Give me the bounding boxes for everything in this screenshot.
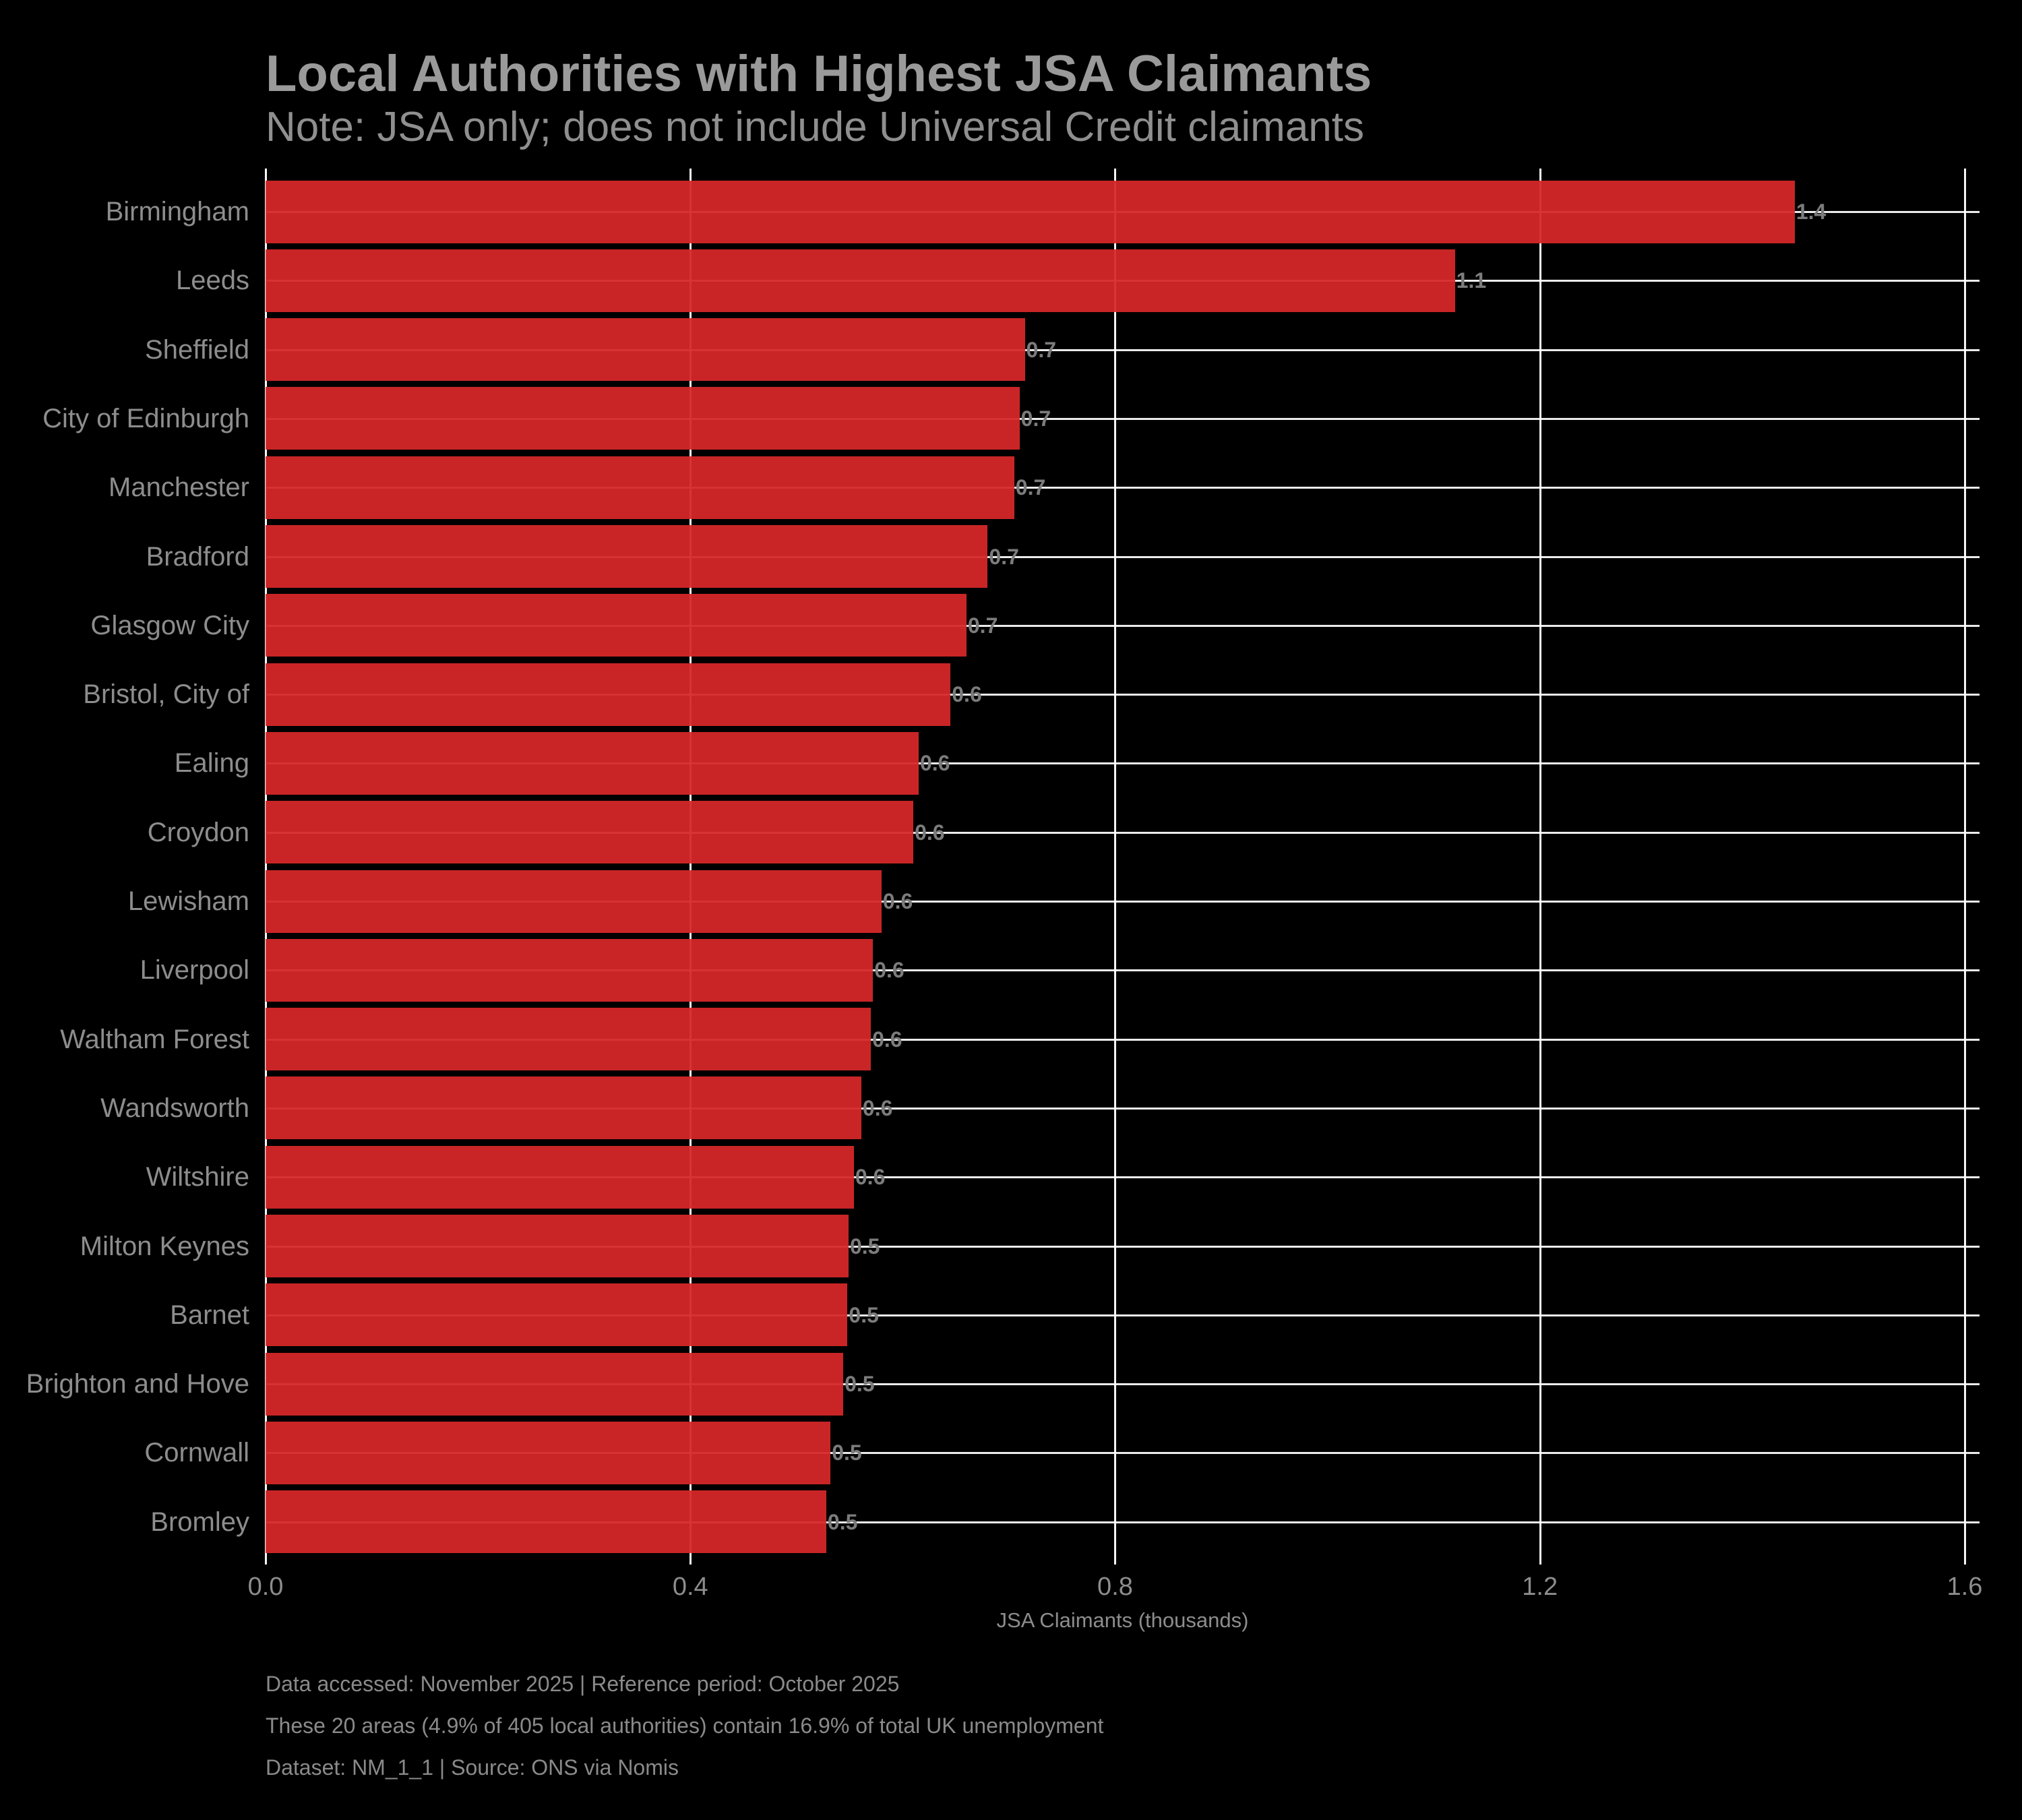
- bar-value-label: 1.4: [1796, 200, 1827, 224]
- bar-value-label: 0.5: [845, 1372, 875, 1397]
- bar-bristol-city-of: [266, 663, 951, 726]
- y-tick-label-ealing: Ealing: [174, 748, 249, 779]
- horizontal-gridline: [266, 417, 1980, 420]
- bar-value-label: 0.6: [862, 1095, 893, 1120]
- y-tick-label-barnet: Barnet: [170, 1300, 249, 1330]
- y-tick-label-cornwall: Cornwall: [144, 1438, 249, 1468]
- y-tick-label-lewisham: Lewisham: [127, 886, 249, 916]
- horizontal-gridline: [266, 694, 1980, 696]
- bar-city-of-edinburgh: [266, 387, 1020, 450]
- horizontal-gridline: [266, 624, 1980, 627]
- bar-value-label: 0.5: [849, 1302, 879, 1327]
- bar-value-label: 0.6: [919, 751, 950, 776]
- bar-value-label: 0.5: [827, 1509, 858, 1534]
- horizontal-gridline: [266, 1107, 1980, 1110]
- x-tick-label-0.4: 0.4: [672, 1573, 708, 1601]
- bar-barnet: [266, 1283, 848, 1347]
- bar-lewisham: [266, 870, 882, 933]
- horizontal-gridline: [266, 1038, 1980, 1041]
- footer-data-accessed: Data accessed: November 2025 | Reference…: [266, 1672, 900, 1696]
- plot-area: 1.4 1.1 0.7 0.7 0.7 0.7 0.7 0.6 0.6 0.6 0.6 0.6 0.6 0…: [265, 169, 1980, 1554]
- y-tick-label-wiltshire: Wiltshire: [146, 1162, 249, 1192]
- bar-leeds: [266, 249, 1455, 312]
- bar-value-label: 0.5: [849, 1234, 880, 1258]
- bar-value-label: 0.6: [952, 682, 982, 707]
- x-tick-mark-0.4: [690, 1554, 692, 1565]
- horizontal-gridline: [266, 1314, 1980, 1316]
- bar-cornwall: [266, 1421, 831, 1484]
- bar-value-label: 0.7: [967, 613, 998, 638]
- horizontal-gridline: [266, 762, 1980, 765]
- bar-value-label: 0.6: [855, 1165, 886, 1190]
- bar-value-label: 0.7: [1026, 337, 1057, 362]
- x-tick-mark-0: [265, 1554, 267, 1565]
- footer-summary: These 20 areas (4.9% of 405 local author…: [266, 1713, 1104, 1738]
- x-tick-label-0.8: 0.8: [1097, 1573, 1133, 1601]
- bar-wandsworth: [266, 1076, 861, 1140]
- y-tick-label-bradford: Bradford: [146, 541, 249, 572]
- horizontal-gridline: [266, 1383, 1980, 1386]
- bar-value-label: 0.5: [832, 1440, 862, 1465]
- bar-value-label: 0.7: [1015, 475, 1046, 500]
- bar-value-label: 0.6: [872, 1027, 902, 1052]
- horizontal-gridline: [266, 1176, 1980, 1179]
- x-tick-label-1.2: 1.2: [1522, 1573, 1558, 1601]
- horizontal-gridline: [266, 1521, 1980, 1523]
- bar-value-label: 1.1: [1456, 268, 1487, 293]
- x-tick-mark-1.2: [1539, 1554, 1541, 1565]
- bar-ealing: [266, 731, 919, 795]
- horizontal-gridline: [266, 1452, 1980, 1455]
- chart-title: Local Authorities with Highest JSA Claim…: [266, 45, 1372, 102]
- y-tick-label-wandsworth: Wandsworth: [100, 1093, 249, 1123]
- horizontal-gridline: [266, 555, 1980, 558]
- x-tick-mark-1.6: [1963, 1554, 1966, 1565]
- x-tick-label-0.0: 0.0: [247, 1573, 284, 1601]
- bar-value-label: 0.6: [882, 889, 913, 913]
- y-tick-label-leeds: Leeds: [176, 266, 249, 296]
- horizontal-gridline: [266, 487, 1980, 489]
- y-tick-label-brighton-and-hove: Brighton and Hove: [26, 1369, 249, 1399]
- y-tick-label-liverpool: Liverpool: [140, 955, 249, 985]
- x-tick-mark-0.8: [1114, 1554, 1117, 1565]
- bar-glasgow-city: [266, 594, 967, 657]
- y-tick-label-waltham-forest: Waltham Forest: [60, 1024, 249, 1054]
- bar-manchester: [266, 456, 1014, 519]
- horizontal-gridline: [266, 969, 1980, 972]
- y-tick-label-manchester: Manchester: [109, 473, 249, 503]
- horizontal-gridline: [266, 901, 1980, 903]
- y-tick-label-glasgow-city: Glasgow City: [90, 610, 249, 640]
- chart-subtitle: Note: JSA only; does not include Univers…: [266, 104, 1365, 150]
- vertical-gridline-1.2: [1539, 169, 1541, 1554]
- horizontal-gridline: [266, 831, 1980, 834]
- y-tick-label-milton-keynes: Milton Keynes: [80, 1231, 249, 1261]
- y-tick-label-sheffield: Sheffield: [145, 334, 249, 365]
- x-axis-title: JSA Claimants (thousands): [996, 1608, 1249, 1632]
- bar-value-label: 0.6: [874, 958, 905, 983]
- bar-croydon: [266, 801, 914, 864]
- bar-waltham-forest: [266, 1008, 871, 1071]
- y-axis-labels: Birmingham Leeds Sheffield City of Edinburg…: [0, 169, 249, 1554]
- bar-wiltshire: [266, 1145, 854, 1209]
- y-tick-label-bristol-city-of: Bristol, City of: [83, 679, 249, 710]
- x-tick-label-1.6: 1.6: [1947, 1573, 1983, 1601]
- horizontal-gridline: [266, 348, 1980, 351]
- bar-bromley: [266, 1490, 826, 1554]
- bar-birmingham: [266, 180, 1795, 243]
- bar-brighton-and-hove: [266, 1352, 844, 1416]
- bar-liverpool: [266, 938, 874, 1002]
- y-tick-label-bromley: Bromley: [150, 1507, 249, 1537]
- bar-sheffield: [266, 318, 1025, 382]
- y-tick-label-city-of-edinburgh: City of Edinburgh: [42, 403, 249, 433]
- bar-milton-keynes: [266, 1215, 849, 1277]
- horizontal-gridline: [266, 1245, 1980, 1248]
- y-tick-label-croydon: Croydon: [147, 817, 249, 847]
- bar-value-label: 0.6: [915, 820, 945, 845]
- vertical-gridline-0.8: [1114, 169, 1117, 1554]
- footer-source: Dataset: NM_1_1 | Source: ONS via Nomis: [266, 1755, 679, 1780]
- vertical-gridline-1.6: [1963, 169, 1966, 1554]
- bar-value-label: 0.7: [1020, 406, 1051, 431]
- y-tick-label-birmingham: Birmingham: [105, 197, 249, 226]
- bar-bradford: [266, 525, 988, 588]
- bar-value-label: 0.7: [989, 544, 1019, 569]
